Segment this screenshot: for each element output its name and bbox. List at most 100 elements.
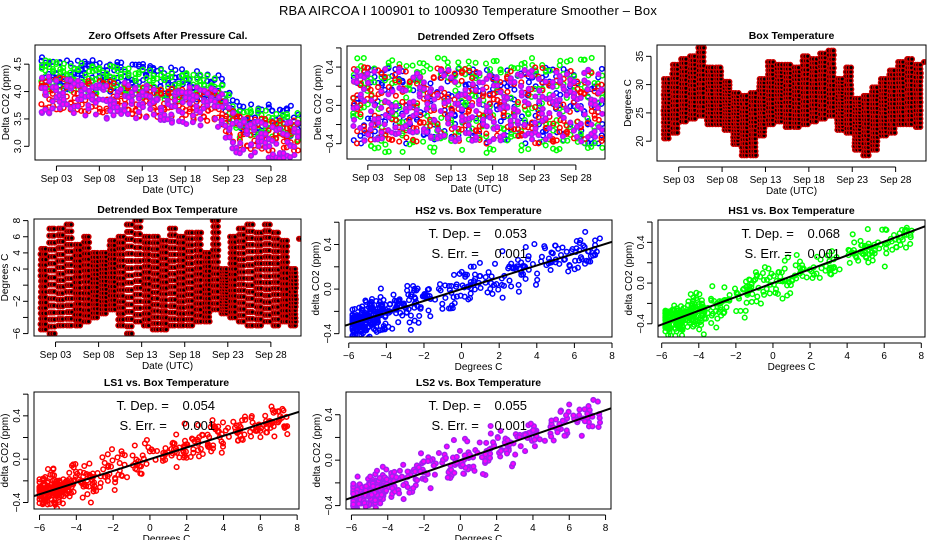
data-point xyxy=(110,112,117,119)
data-point xyxy=(51,267,58,274)
data-point xyxy=(180,251,187,258)
data-point xyxy=(570,127,577,134)
data-point xyxy=(546,132,553,139)
data-point xyxy=(179,99,186,106)
x-tick-label: Sep 03 xyxy=(352,173,384,184)
data-point xyxy=(482,60,490,67)
data-point xyxy=(532,93,539,100)
data-point xyxy=(588,143,595,150)
data-point xyxy=(78,81,85,88)
data-point xyxy=(392,92,399,99)
data-point xyxy=(500,131,507,139)
data-point xyxy=(458,126,465,133)
data-point xyxy=(458,77,465,84)
data-point xyxy=(511,86,518,93)
data-point xyxy=(483,123,490,130)
data-point xyxy=(588,69,595,76)
data-point xyxy=(717,64,724,71)
data-point xyxy=(542,142,549,149)
data-point xyxy=(560,86,567,93)
data-point xyxy=(389,57,396,64)
data-point xyxy=(214,219,221,224)
data-point xyxy=(406,104,414,111)
data-point xyxy=(214,123,222,130)
data-point xyxy=(350,137,357,144)
data-point xyxy=(563,92,570,99)
data-point xyxy=(598,134,605,141)
data-point xyxy=(86,87,93,94)
data-point xyxy=(427,80,434,87)
data-point xyxy=(409,62,416,69)
data-point xyxy=(528,55,536,62)
data-point xyxy=(567,57,574,64)
data-point xyxy=(388,136,395,144)
data-point xyxy=(588,121,595,128)
data-point xyxy=(448,111,455,118)
data-point xyxy=(283,111,291,118)
data-point xyxy=(556,124,563,131)
data-point xyxy=(357,132,364,139)
data-point xyxy=(67,77,74,84)
data-point xyxy=(591,112,598,119)
data-point xyxy=(86,68,93,75)
data-point xyxy=(490,146,497,153)
data-point xyxy=(504,104,511,111)
data-point xyxy=(110,80,117,87)
series-LS2 xyxy=(350,65,605,145)
x-tick-label: Sep 13 xyxy=(435,173,467,184)
data-point xyxy=(431,96,438,103)
data-point xyxy=(441,55,448,62)
data-point xyxy=(168,74,175,81)
data-point xyxy=(240,103,247,110)
data-point xyxy=(60,96,67,103)
data-point xyxy=(211,87,219,94)
data-point xyxy=(53,77,60,84)
data-point xyxy=(171,283,178,290)
data-point xyxy=(538,110,546,117)
data-point xyxy=(486,114,493,121)
data-point xyxy=(503,94,511,101)
y-axis-label: Delta CO2 (ppm) xyxy=(313,65,324,141)
data-point xyxy=(413,110,420,117)
data-point xyxy=(78,60,85,67)
data-point xyxy=(214,253,221,260)
data-point xyxy=(468,102,476,109)
x-axis: Sep 03 Sep 08 Sep 13 Sep 18 Sep 23 Sep 28Date… xyxy=(41,165,287,196)
data-point xyxy=(591,80,598,87)
data-point xyxy=(142,114,149,121)
data-point xyxy=(237,140,244,147)
data-point xyxy=(294,119,301,126)
data-point xyxy=(103,70,110,77)
data-point xyxy=(556,145,563,152)
data-point xyxy=(424,94,431,101)
data-point xyxy=(402,122,409,130)
data-point xyxy=(82,71,89,78)
data-point xyxy=(497,69,504,76)
data-point xyxy=(200,105,207,112)
data-point xyxy=(392,124,399,131)
data-point xyxy=(448,135,455,142)
data-point xyxy=(273,120,280,127)
data-point xyxy=(67,69,74,76)
data-point xyxy=(114,64,121,72)
data-point xyxy=(494,82,501,89)
data-point xyxy=(462,91,469,98)
data-point xyxy=(525,85,532,92)
x-axis-label: Date (UTC) xyxy=(142,185,193,196)
data-point xyxy=(128,301,135,308)
data-point xyxy=(490,58,497,65)
data-point xyxy=(556,73,563,80)
data-point xyxy=(573,123,581,130)
data-point xyxy=(490,136,497,143)
data-point xyxy=(147,67,154,74)
data-point xyxy=(262,139,269,146)
plot-points xyxy=(38,54,301,160)
data-point xyxy=(528,73,535,80)
data-point xyxy=(291,152,298,159)
data-point xyxy=(392,116,400,124)
data-point xyxy=(70,110,77,117)
data-point xyxy=(361,97,368,105)
data-point xyxy=(532,140,539,147)
data-point xyxy=(165,89,172,96)
